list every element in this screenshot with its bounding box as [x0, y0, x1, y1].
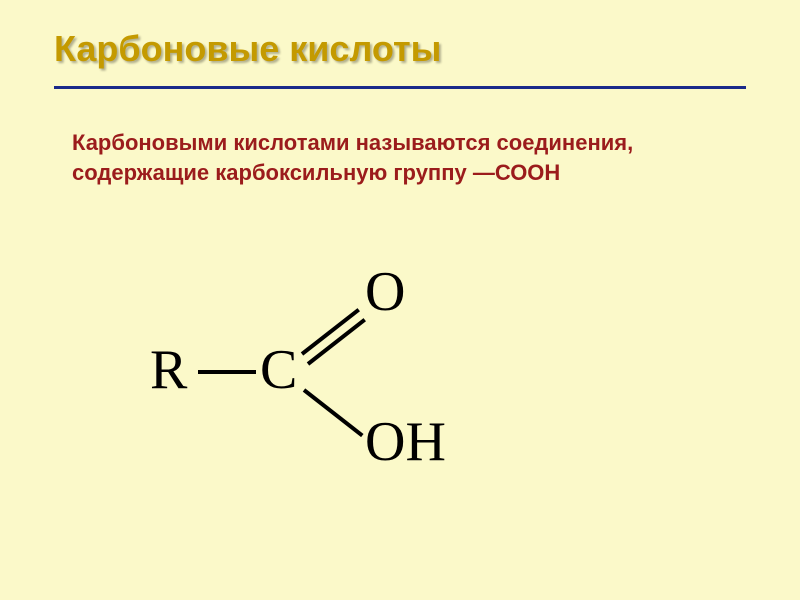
bond-r-c: [198, 370, 256, 374]
atom-oh: OH: [365, 410, 446, 474]
slide: Карбоновые кислоты Карбоновыми кислотами…: [0, 0, 800, 600]
slide-title: Карбоновые кислоты: [54, 28, 441, 70]
atom-c: C: [260, 338, 297, 402]
bond-c-oh: [303, 388, 364, 437]
definition-text: Карбоновыми кислотами называются соедине…: [72, 128, 672, 187]
atom-r: R: [150, 338, 187, 402]
atom-o: O: [365, 260, 405, 324]
chemical-formula: R C O OH: [120, 260, 520, 480]
title-underline: [54, 86, 746, 89]
definition-emphasis: Карбоновыми кислотами: [72, 130, 350, 155]
